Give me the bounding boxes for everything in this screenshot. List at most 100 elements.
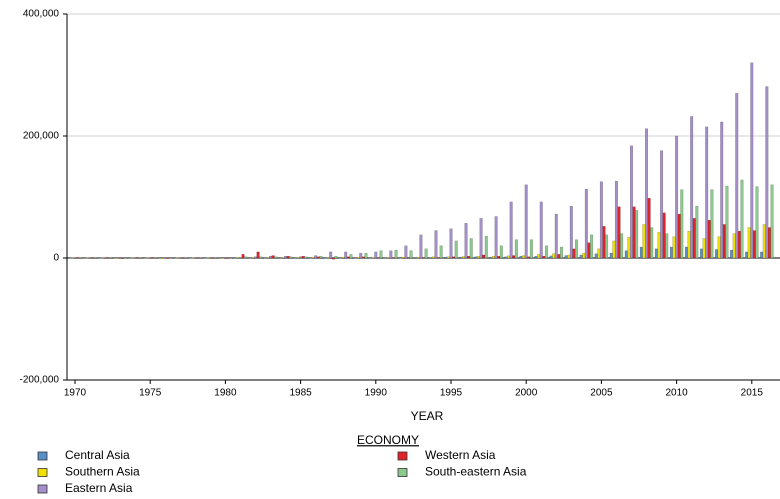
bar <box>534 255 538 259</box>
bar <box>484 235 488 259</box>
bar <box>745 251 749 259</box>
x-tick-label: 1970 <box>64 388 87 399</box>
bar <box>223 257 227 260</box>
bar <box>497 255 501 259</box>
bar <box>590 234 594 259</box>
bar <box>93 257 97 259</box>
bar <box>647 198 651 259</box>
bar <box>274 256 278 259</box>
bar <box>128 257 132 259</box>
bar <box>509 201 513 259</box>
bar <box>399 257 403 259</box>
bar <box>597 248 601 259</box>
bar <box>289 256 293 259</box>
legend-marker <box>37 451 48 461</box>
bar <box>341 256 345 259</box>
bar <box>434 230 438 259</box>
bar <box>416 256 420 259</box>
bar <box>725 185 729 259</box>
bar <box>730 249 734 259</box>
bar <box>494 216 498 259</box>
bar <box>537 254 541 259</box>
bar <box>654 248 658 259</box>
bar <box>293 257 297 259</box>
bar <box>446 256 450 259</box>
bar <box>103 257 107 259</box>
bar <box>429 257 433 259</box>
bar <box>191 257 195 259</box>
bar <box>479 218 483 259</box>
bar <box>476 255 480 259</box>
bar <box>131 257 135 259</box>
bar <box>542 255 546 259</box>
bar <box>199 257 203 259</box>
bar <box>91 257 95 259</box>
bar <box>359 252 363 259</box>
bar <box>409 250 413 259</box>
bar <box>690 116 694 259</box>
bar <box>620 233 624 259</box>
bar <box>645 128 649 259</box>
bar <box>504 256 508 259</box>
bar <box>514 239 518 259</box>
bar <box>752 230 756 259</box>
bar <box>386 257 390 259</box>
bar <box>572 248 576 259</box>
bar <box>229 257 233 259</box>
bar <box>346 256 350 259</box>
bar <box>710 189 714 259</box>
bar <box>750 62 754 259</box>
bar <box>569 205 573 259</box>
bar <box>221 257 225 259</box>
bar <box>660 150 664 259</box>
bar <box>218 257 222 259</box>
bar <box>424 248 428 259</box>
bar <box>138 257 142 259</box>
bar <box>717 236 721 259</box>
bar <box>469 238 473 259</box>
bar <box>605 234 609 259</box>
bar <box>344 251 348 259</box>
bar <box>323 257 327 259</box>
bar <box>278 257 282 259</box>
bar <box>599 181 603 259</box>
bar <box>740 179 744 259</box>
bar <box>702 238 706 259</box>
x-axis-title: YEAR <box>411 409 444 423</box>
bar <box>214 257 218 259</box>
bar <box>206 257 210 259</box>
bar <box>705 126 709 259</box>
bar <box>635 210 639 259</box>
bar <box>73 257 77 259</box>
bar <box>349 254 353 259</box>
bar <box>459 256 463 259</box>
bar <box>88 257 92 259</box>
legend-marker <box>37 484 48 494</box>
bar <box>284 255 288 259</box>
bar <box>384 257 388 259</box>
bar <box>314 255 318 259</box>
legend-marker <box>397 451 408 461</box>
bar <box>271 255 275 259</box>
bar <box>369 257 373 259</box>
bar <box>374 251 378 259</box>
bar <box>519 255 523 259</box>
bar <box>121 257 125 259</box>
bar <box>116 257 120 259</box>
bar <box>319 255 323 259</box>
bar <box>76 257 80 259</box>
legend-label: Central Asia <box>65 448 130 462</box>
bar <box>233 257 237 259</box>
bar <box>326 257 330 259</box>
bar <box>168 257 172 259</box>
bar <box>735 93 739 259</box>
bar <box>629 145 633 259</box>
bar <box>269 255 273 259</box>
bar <box>296 257 300 259</box>
bar <box>311 257 315 259</box>
bar <box>153 257 157 259</box>
bar <box>524 184 528 259</box>
bar <box>106 257 110 259</box>
legend-label: South-eastern Asia <box>425 465 527 479</box>
